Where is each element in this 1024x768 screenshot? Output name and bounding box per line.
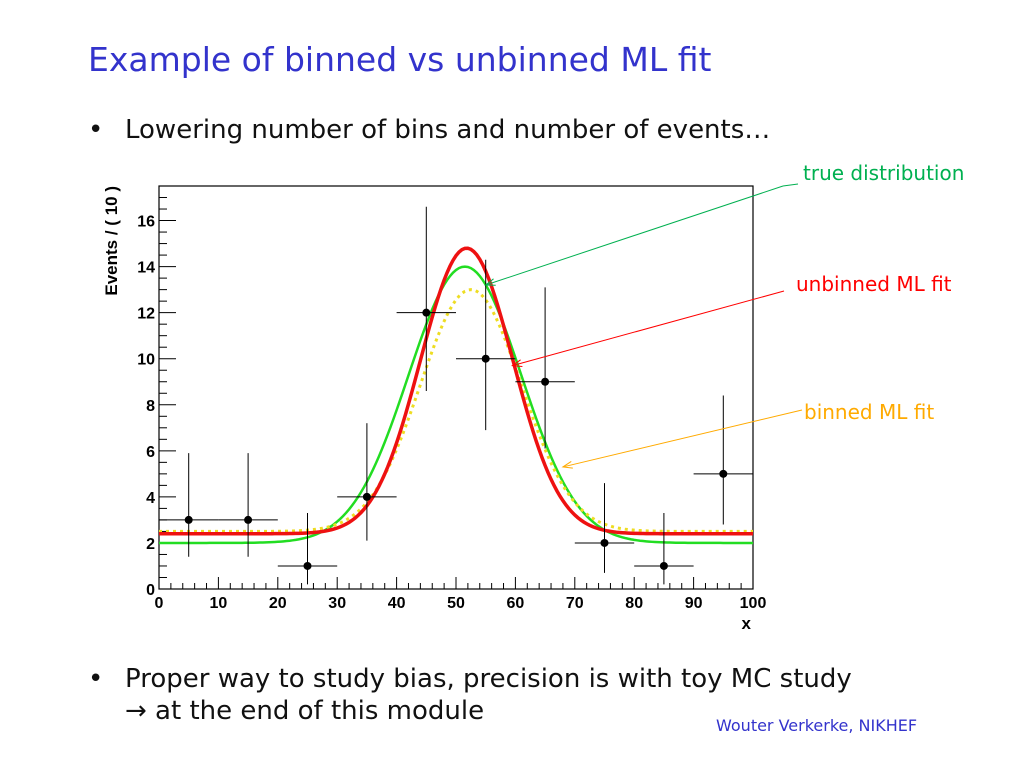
data-points [159, 206, 753, 585]
unbinned-ML-fit-curve [159, 246, 753, 536]
bullet-item: • Lowering number of bins and number of e… [88, 115, 770, 145]
y-axis-title: Events / ( 10 ) [102, 186, 121, 296]
data-point [337, 423, 397, 541]
point-marker [422, 308, 431, 317]
point-marker [244, 515, 253, 524]
point-marker [303, 561, 312, 570]
annotations: true distribution unbinned ML fit binned M… [484, 161, 964, 469]
data-point [634, 513, 694, 585]
bullet-text: Proper way to study bias, precision is w… [125, 664, 852, 694]
annotation-arrow [512, 290, 785, 367]
x-tick-label: 50 [447, 595, 465, 612]
x-tick-label: 90 [685, 595, 703, 612]
y-tick-label: 16 [137, 214, 155, 231]
point-marker [184, 515, 193, 524]
annotation-label: unbinned ML fit [796, 272, 952, 296]
x-tick-label: 100 [740, 595, 767, 612]
point-marker [600, 538, 609, 547]
y-tick-label: 0 [146, 582, 155, 599]
annotation-label: true distribution [803, 161, 964, 185]
x-tick-label: 60 [507, 595, 525, 612]
y-tick-label: 4 [146, 490, 155, 507]
x-tick-label: 40 [388, 595, 406, 612]
y-tick-label: 8 [146, 398, 155, 415]
annotation-leader [782, 183, 799, 187]
y-tick-label: 12 [137, 306, 155, 323]
annotation-label: binned ML fit [804, 400, 934, 424]
point-marker [481, 354, 490, 363]
annotation-arrowhead [561, 461, 573, 469]
annotation-arrow [485, 185, 784, 286]
data-point [159, 453, 219, 557]
bullet-glyph: • [88, 115, 104, 145]
x-tick-label: 80 [625, 595, 643, 612]
annotation-arrowhead [511, 359, 523, 367]
author-footer: Wouter Verkerke, NIKHEF [716, 716, 918, 735]
x-tick-label: 0 [155, 595, 164, 612]
data-point [456, 259, 516, 431]
true-distribution-curve [159, 265, 753, 545]
point-marker [362, 492, 371, 501]
x-tick-label: 30 [328, 595, 346, 612]
point-marker [541, 377, 550, 386]
y-tick-label: 10 [137, 352, 155, 369]
x-tick-label: 10 [210, 595, 228, 612]
curves [159, 246, 753, 545]
data-point [396, 206, 456, 391]
axes: 0 10 20 30 40 50 60 70 80 90 100 0 2 4 6 8 10 12 14 16 x Even… [102, 186, 766, 633]
bullet-text: Lowering number of bins and number of ev… [125, 115, 771, 145]
slide-title: Example of binned vs unbinned ML fit [88, 40, 712, 79]
x-axis-title: x [742, 614, 752, 633]
annotation-arrowhead [484, 278, 496, 286]
x-tick-label: 70 [566, 595, 584, 612]
y-tick-label: 2 [146, 536, 155, 553]
point-marker [659, 561, 668, 570]
bullet-glyph: • [88, 664, 104, 694]
bullet-subtext: → at the end of this module [125, 696, 485, 726]
data-point [693, 395, 753, 525]
y-tick-label: 6 [146, 444, 155, 461]
bullet-item: • Proper way to study bias, precision is … [88, 664, 852, 726]
x-tick-label: 20 [269, 595, 287, 612]
data-point [515, 287, 575, 449]
point-marker [719, 469, 728, 478]
binned-ML-fit-curve [159, 288, 753, 533]
data-point [218, 453, 278, 557]
data-point [574, 483, 635, 573]
data-point [277, 513, 338, 585]
annotation-arrow [562, 409, 803, 468]
y-tick-label: 14 [137, 260, 155, 277]
